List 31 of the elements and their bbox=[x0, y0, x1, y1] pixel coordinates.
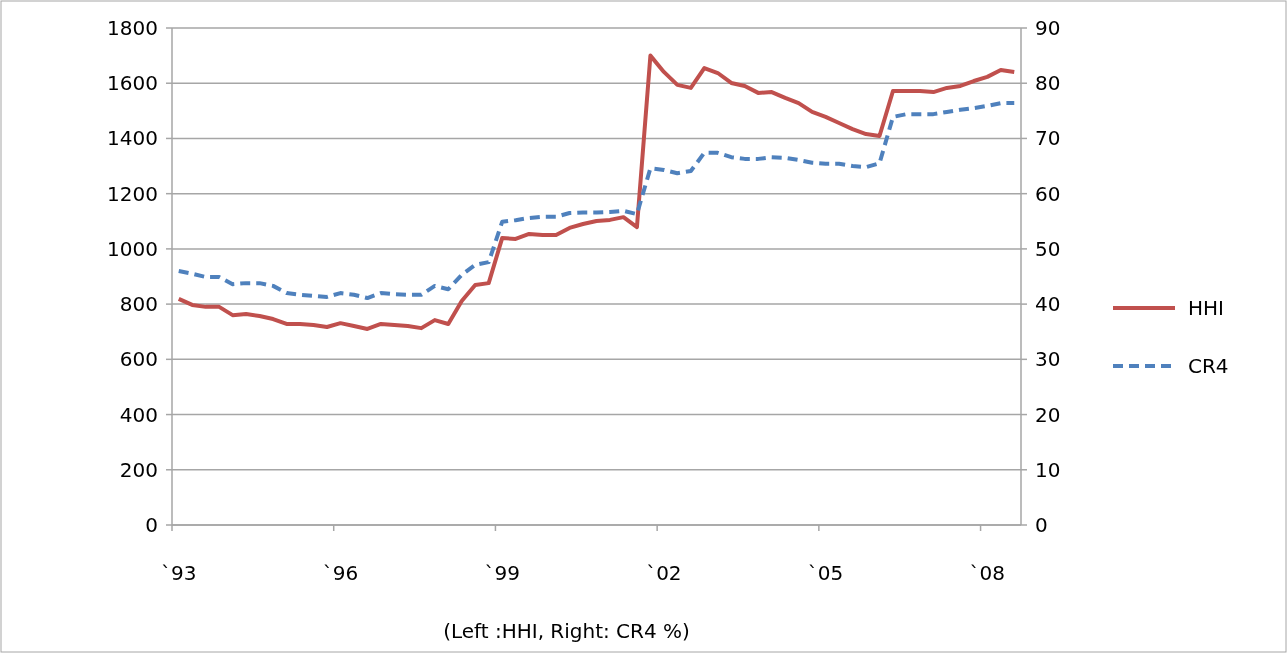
y2-tick-label: 40 bbox=[1035, 292, 1061, 317]
y-tick-label: 1200 bbox=[107, 181, 158, 206]
y-tick-label: 1000 bbox=[107, 236, 158, 261]
y2-tick-label: 80 bbox=[1035, 71, 1061, 96]
y2-tick-label: 20 bbox=[1035, 402, 1061, 427]
y-tick-label: 600 bbox=[119, 347, 158, 372]
x-tick-label: `99 bbox=[484, 561, 520, 585]
y-tick-label: 800 bbox=[119, 292, 158, 317]
y2-tick-label: 50 bbox=[1035, 236, 1061, 261]
x-tick-label: `02 bbox=[646, 561, 682, 585]
y2-tick-label: 0 bbox=[1035, 513, 1048, 537]
line-series bbox=[176, 53, 1017, 331]
legend-label: CR4 bbox=[1188, 354, 1229, 378]
x-tick-label: `08 bbox=[969, 561, 1006, 585]
text: (Left :HHI, Right: CR4 %) bbox=[443, 619, 690, 643]
y-tick-label: 0 bbox=[145, 513, 158, 537]
y-tick-label: 1600 bbox=[107, 71, 158, 96]
y2-tick-label: 10 bbox=[1035, 457, 1061, 482]
y-tick-label: 200 bbox=[119, 457, 158, 482]
x-tick-label: `05 bbox=[807, 561, 844, 585]
line-series bbox=[176, 101, 1017, 301]
y-tick-label: 1800 bbox=[107, 16, 158, 40]
y2-tick-label: 30 bbox=[1035, 347, 1061, 372]
y-tick-label: 1400 bbox=[107, 126, 158, 151]
y2-tick-label: 70 bbox=[1035, 126, 1061, 151]
legend-label: HHI bbox=[1188, 296, 1224, 320]
x-tick-label: `93 bbox=[161, 561, 197, 585]
y-tick-label: 400 bbox=[119, 402, 158, 427]
y2-tick-label: 90 bbox=[1035, 16, 1061, 40]
x-tick-label: `96 bbox=[322, 561, 359, 585]
y2-tick-label: 60 bbox=[1035, 181, 1061, 206]
